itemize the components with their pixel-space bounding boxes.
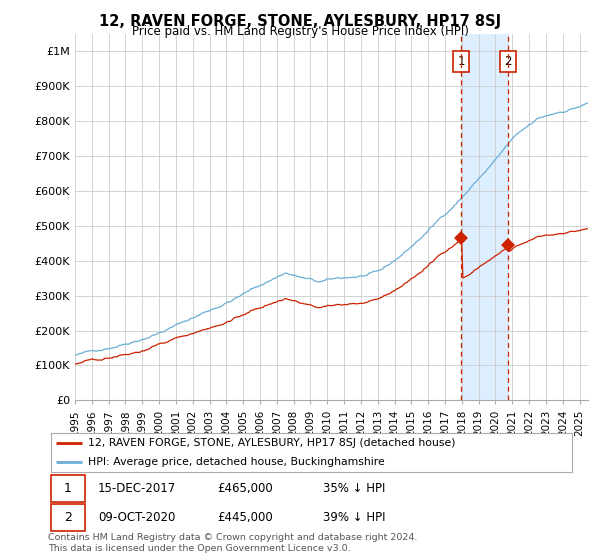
Text: £465,000: £465,000 xyxy=(217,482,273,495)
Text: 2: 2 xyxy=(64,511,72,524)
Text: 2: 2 xyxy=(505,55,512,68)
Text: Price paid vs. HM Land Registry's House Price Index (HPI): Price paid vs. HM Land Registry's House … xyxy=(131,25,469,38)
Text: 39% ↓ HPI: 39% ↓ HPI xyxy=(323,511,385,524)
Text: 15-DEC-2017: 15-DEC-2017 xyxy=(98,482,176,495)
Text: 1: 1 xyxy=(64,482,72,495)
Text: 09-OCT-2020: 09-OCT-2020 xyxy=(98,511,176,524)
Text: £445,000: £445,000 xyxy=(217,511,273,524)
Text: 35% ↓ HPI: 35% ↓ HPI xyxy=(323,482,385,495)
FancyBboxPatch shape xyxy=(50,475,85,502)
Text: Contains HM Land Registry data © Crown copyright and database right 2024.
This d: Contains HM Land Registry data © Crown c… xyxy=(48,533,418,553)
Text: 1: 1 xyxy=(457,55,465,68)
FancyBboxPatch shape xyxy=(50,504,85,531)
Text: HPI: Average price, detached house, Buckinghamshire: HPI: Average price, detached house, Buck… xyxy=(88,458,385,467)
Bar xyxy=(461,34,508,400)
Text: 12, RAVEN FORGE, STONE, AYLESBURY, HP17 8SJ (detached house): 12, RAVEN FORGE, STONE, AYLESBURY, HP17 … xyxy=(88,438,455,448)
Text: 12, RAVEN FORGE, STONE, AYLESBURY, HP17 8SJ: 12, RAVEN FORGE, STONE, AYLESBURY, HP17 … xyxy=(99,14,501,29)
FancyBboxPatch shape xyxy=(50,433,572,472)
